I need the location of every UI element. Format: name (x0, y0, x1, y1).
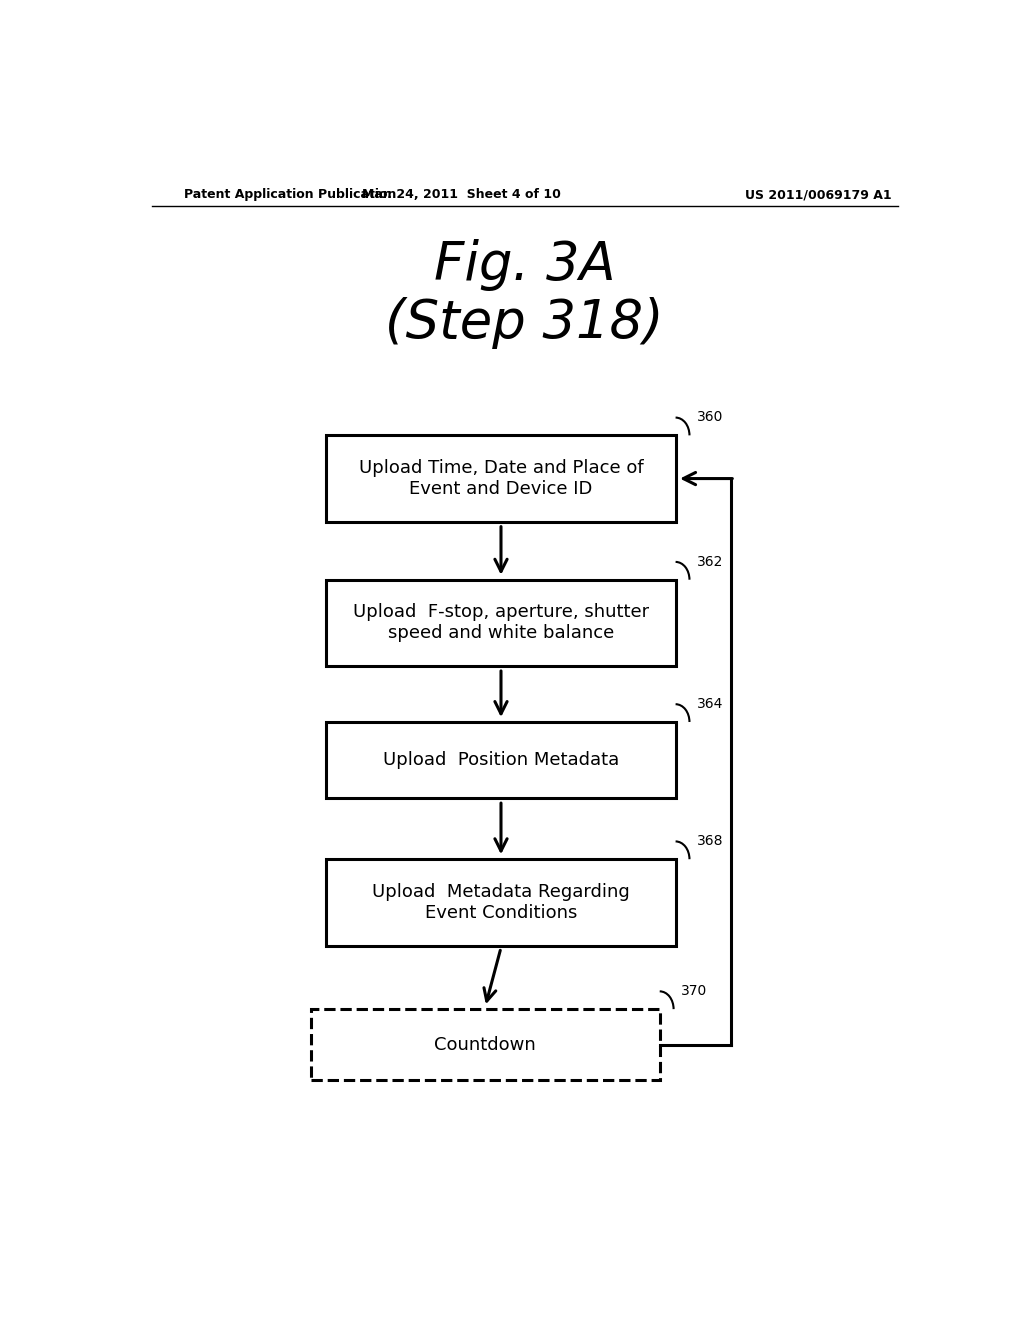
Text: US 2011/0069179 A1: US 2011/0069179 A1 (745, 189, 892, 202)
Text: Upload  Metadata Regarding
Event Conditions: Upload Metadata Regarding Event Conditio… (372, 883, 630, 921)
Text: 370: 370 (681, 983, 708, 998)
Text: Mar. 24, 2011  Sheet 4 of 10: Mar. 24, 2011 Sheet 4 of 10 (361, 189, 561, 202)
Text: Countdown: Countdown (434, 1036, 536, 1053)
Bar (327, 436, 676, 521)
Bar (310, 1008, 659, 1080)
Text: Upload  Position Metadata: Upload Position Metadata (383, 751, 620, 770)
Text: Upload Time, Date and Place of
Event and Device ID: Upload Time, Date and Place of Event and… (358, 459, 643, 498)
Text: Patent Application Publication: Patent Application Publication (183, 189, 396, 202)
Text: Upload  F-stop, aperture, shutter
speed and white balance: Upload F-stop, aperture, shutter speed a… (353, 603, 649, 643)
Bar (327, 859, 676, 945)
Text: 364: 364 (697, 697, 723, 710)
Bar (327, 579, 676, 667)
Text: 360: 360 (697, 411, 723, 424)
Text: 368: 368 (697, 834, 724, 847)
Bar (327, 722, 676, 799)
Text: Fig. 3A: Fig. 3A (434, 239, 615, 292)
Text: (Step 318): (Step 318) (385, 297, 665, 348)
Text: 362: 362 (697, 554, 723, 569)
